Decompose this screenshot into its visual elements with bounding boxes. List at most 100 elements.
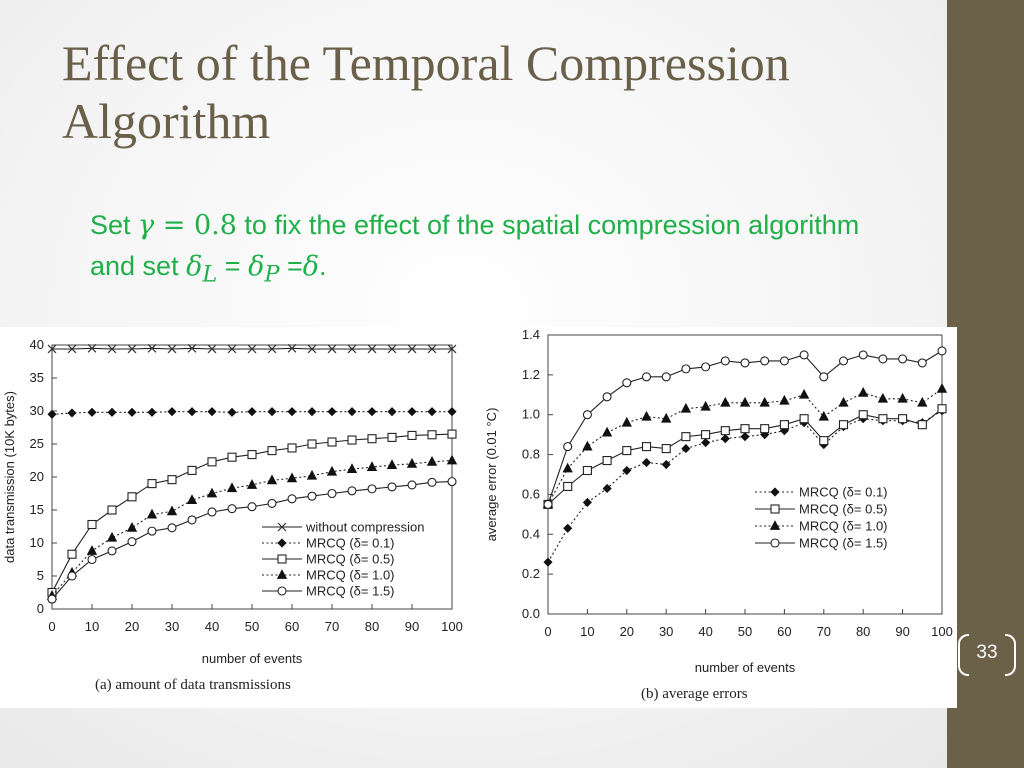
chart-0-series-1-point [67,408,77,418]
chart-0-series-4-point [147,526,157,536]
chart-1-series-3-point [838,356,849,366]
chart-1-series-3-point [917,358,927,368]
chart-1-series-2-point [936,382,948,393]
chart-0-series-4-point [187,515,197,525]
chart-0-series-3-point [186,494,198,504]
chart-0-series-1-point [327,407,337,417]
chart-1-series-1-point [858,410,868,420]
chart-0-series-1-point [127,407,137,417]
chart-0-series-2-point [187,465,197,475]
chart-0-series-4-point [87,554,97,565]
chart-1-series-2-point [562,462,573,473]
chart-0-series-0-point [107,344,117,354]
chart-0-series-0-point [147,343,157,353]
chart-0-series-0-point [267,344,277,354]
chart-0-series-1-point [87,407,97,417]
gamma-symbol: γ [138,210,155,241]
chart-0-series-3-point [346,463,358,473]
chart-1-legend-swatch-marker [769,520,781,530]
subtitle-text-3: = [217,251,249,281]
chart-1-y-tick-label: 0.6 [522,486,540,501]
chart-0-legend-swatch-marker [277,538,287,548]
chart-1-series-1-point [819,436,829,446]
chart-1-series-3-point [779,356,789,366]
chart-0-series-3-point [426,455,438,466]
chart-0-x-tick-label: 90 [405,619,419,634]
chart-0-series-3-point [406,457,418,468]
chart-0-series-2-point [87,519,97,530]
chart-0-series-4-point [47,594,57,604]
chart-0-series-4-point [287,494,297,504]
chart-1-series-0-point [543,557,553,567]
chart-0-series-0-point [227,344,237,354]
gamma-value: = 0.8 [154,210,237,241]
chart-1-series-1-point [779,420,789,430]
chart-0-legend-swatch-marker [277,586,287,596]
chart-1-x-tick-label: 70 [817,624,831,639]
chart-0-series-0-point [387,344,397,354]
chart-1-series-1-point [641,442,652,452]
chart-0-series-0-point [427,344,437,354]
chart-1-series-1-point [760,424,770,434]
delta-p-symbol: δ [248,251,265,282]
chart-0-x-tick-label: 30 [165,619,179,634]
delta-symbol: δ [302,251,320,282]
chart-1-series-2-point [838,396,849,407]
chart-1-series-1-point [582,465,592,476]
chart-0-series-1-point [287,407,297,417]
chart-1-plot-frame [547,334,943,615]
chart-0-series-4-point [267,498,277,508]
chart-0-series-4-point [447,477,457,487]
chart-0-series-4-point [227,504,237,514]
chart-0-x-tick-label: 100 [441,619,463,634]
subtitle-text-4: = [279,251,303,281]
chart-1-series-3-point [641,372,652,382]
chart-1-series-3-point [799,350,809,360]
chart-0-series-3-point [306,469,318,480]
chart-0-series-2-point [67,549,77,559]
chart-1-series-1-point [563,481,573,492]
chart-0-series-4-point [347,486,357,496]
chart-0-series-0-point [307,344,317,354]
chart-0-x-tick-label: 70 [325,619,339,634]
chart-1-y-tick-label: 0.0 [522,606,540,621]
chart-0-series-1-point [47,409,57,419]
chart-0-y-tick-label: 40 [30,337,44,352]
chart-0-x-tick-label: 10 [85,619,99,634]
page-number: 33 [976,642,998,663]
chart-1-series-1-point [701,430,711,440]
chart-1-series-3-point [661,372,671,382]
chart-0-series-2-point [167,475,177,485]
chart-1-series-2-point [661,412,672,423]
chart-1-legend-label: MRCQ (δ= 0.5) [799,502,888,517]
chart-0-x-tick-label: 80 [365,619,379,634]
chart-1-y-tick-label: 0.4 [522,526,540,541]
chart-1-series-1-point [740,424,750,434]
chart-0-series-1-point [167,407,177,417]
chart-0-series-1-point [147,407,157,417]
chart-0-series-3-point [226,482,238,493]
chart-1-series-2-point [917,396,928,407]
chart-1-legend-swatch-marker [770,487,780,497]
chart-0-series-2-point [387,432,397,442]
chart-1-y-tick-label: 1.2 [522,367,540,382]
chart-1-series-3-point [681,364,691,374]
chart-0-series-3-point [206,487,218,498]
chart-0-series-0-point [287,343,297,353]
chart-1-x-tick-label: 90 [895,624,909,639]
chart-0-series-4-point [167,523,177,533]
chart-0-series-4-point [127,537,137,547]
chart-0-x-tick-label: 20 [125,619,139,634]
page-number-left-bracket [958,634,969,676]
chart-0-series-0-point [247,344,257,354]
chart-0-series-3-point [386,459,398,470]
chart-0-series-4-point [247,502,257,512]
chart-0-series-1-line [51,411,452,415]
chart-1-series-2-point [720,396,731,407]
chart-1-x-tick-label: 60 [777,624,791,639]
chart-0-legend-label: MRCQ (δ= 1.0) [306,568,395,583]
delta-l-subscript: L [202,261,218,288]
chart-1-series-1-point [681,432,691,442]
chart-1-series-3-point [937,346,947,356]
chart-0-series-1-point [307,407,317,417]
